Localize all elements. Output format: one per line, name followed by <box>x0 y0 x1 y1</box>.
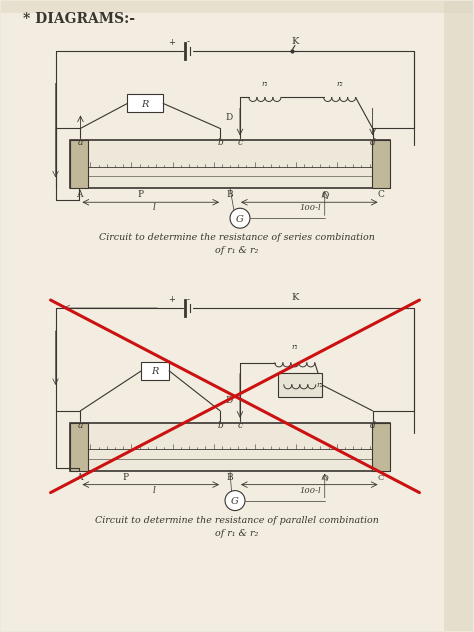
Text: r₁: r₁ <box>292 343 298 351</box>
Text: Circuit to determine the resistance of series combination: Circuit to determine the resistance of s… <box>99 233 375 242</box>
Text: r₂: r₂ <box>317 381 323 389</box>
Text: l: l <box>153 204 155 212</box>
Bar <box>141 362 169 380</box>
Text: G: G <box>236 215 244 224</box>
Text: P: P <box>137 190 143 199</box>
Text: a: a <box>78 138 83 147</box>
Text: D: D <box>226 113 233 123</box>
Text: c: c <box>237 138 243 147</box>
Text: P: P <box>122 473 128 482</box>
Text: C: C <box>377 190 384 199</box>
Text: G: G <box>231 497 239 506</box>
Text: of r₁ & r₂: of r₁ & r₂ <box>215 246 259 255</box>
Bar <box>372 423 390 471</box>
Text: Q: Q <box>321 473 328 482</box>
Text: -: - <box>187 37 190 47</box>
Bar <box>445 1 474 631</box>
Text: a: a <box>78 421 83 430</box>
Circle shape <box>225 490 245 511</box>
Text: A: A <box>76 190 82 199</box>
Text: r₁: r₁ <box>262 80 268 87</box>
Circle shape <box>230 208 250 228</box>
Text: 100-l: 100-l <box>299 204 320 212</box>
Bar <box>128 95 163 112</box>
Text: b: b <box>217 138 223 147</box>
Bar <box>71 423 390 471</box>
Bar <box>71 423 89 471</box>
Text: b: b <box>217 421 223 430</box>
Text: d: d <box>370 138 375 147</box>
Bar <box>278 373 322 397</box>
Text: +: + <box>168 37 174 47</box>
Text: d: d <box>370 421 375 430</box>
Bar <box>71 140 390 188</box>
Text: B: B <box>227 190 233 199</box>
Text: c: c <box>237 421 243 430</box>
Text: K: K <box>291 293 299 302</box>
Text: * DIAGRAMS:-: * DIAGRAMS:- <box>23 11 135 26</box>
Text: B: B <box>227 473 233 482</box>
Text: D: D <box>226 396 233 405</box>
Text: C: C <box>377 473 384 482</box>
Text: +: + <box>168 295 174 304</box>
Text: 100-l: 100-l <box>299 487 320 495</box>
Text: R: R <box>152 367 159 377</box>
Text: Circuit to determine the resistance of parallel combination: Circuit to determine the resistance of p… <box>95 516 379 525</box>
Text: l: l <box>153 485 155 495</box>
Text: A: A <box>76 473 82 482</box>
Text: of r₁ & r₂: of r₁ & r₂ <box>215 528 259 538</box>
Bar <box>0 1 474 13</box>
Text: K: K <box>291 37 299 46</box>
Text: Q: Q <box>321 190 328 199</box>
Text: r₂: r₂ <box>337 80 343 87</box>
Bar <box>71 140 89 188</box>
Bar <box>372 140 390 188</box>
Text: -: - <box>187 295 190 304</box>
Text: R: R <box>142 100 149 109</box>
